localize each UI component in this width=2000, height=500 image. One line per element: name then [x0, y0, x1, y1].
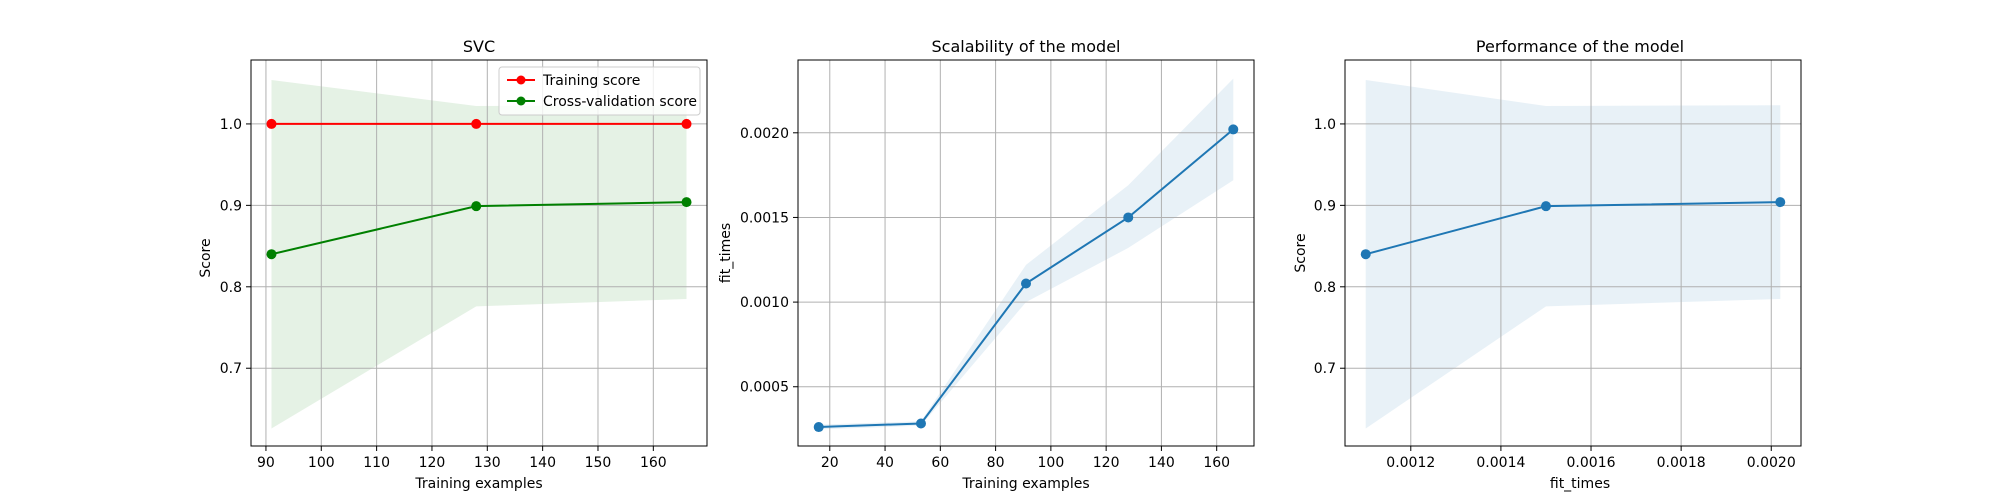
y-tick-label: 0.8	[1314, 280, 1336, 296]
y-tick-label: 0.0020	[740, 126, 789, 142]
y-tick-label: 0.7	[220, 361, 242, 377]
y-tick-label: 0.0015	[740, 210, 789, 226]
axes-frame	[797, 59, 1255, 447]
x-tick-label: 80	[987, 455, 1005, 471]
x-tick-label: 0.0020	[1747, 455, 1796, 471]
data-point	[471, 201, 482, 212]
y-tick-label: 0.7	[1314, 361, 1336, 377]
legend: Training score Cross-validation score	[498, 66, 701, 116]
plot-title: Performance of the model	[1476, 37, 1684, 56]
x-axis-label: Training examples	[414, 476, 542, 492]
x-tick-label: 120	[419, 455, 446, 471]
data-point	[1540, 201, 1551, 212]
plot-title: SVC	[463, 37, 495, 56]
plot-area: 90 100 110 120 130 140 150 160 0.7 0.8 0.9 1.0	[220, 59, 708, 471]
x-tick-label: 110	[363, 455, 390, 471]
x-tick-label: 60	[931, 455, 949, 471]
data-point	[681, 118, 692, 129]
data-point	[266, 249, 277, 260]
data-point	[471, 118, 482, 129]
x-tick-label: 40	[876, 455, 894, 471]
x-tick-label: 0.0018	[1657, 455, 1706, 471]
data-point	[1775, 197, 1786, 208]
y-tick-label: 1.0	[220, 117, 242, 133]
data-point	[266, 118, 277, 129]
y-axis-label: fit_times	[718, 223, 734, 283]
legend-label-training-score: Training score	[542, 73, 640, 89]
x-tick-label: 0.0012	[1386, 455, 1435, 471]
plot-area: 0.0012 0.0014 0.0016 0.0018 0.0020 0.7 0.8 0.9 1…	[1314, 59, 1802, 471]
data-point	[1228, 124, 1239, 135]
legend-frame	[498, 66, 701, 116]
x-axis-label: fit_times	[1550, 476, 1610, 492]
panel-performance: 0.0012 0.0014 0.0016 0.0018 0.0020 0.7 0.8 0.9 1…	[1293, 37, 1802, 492]
x-tick-label: 120	[1093, 455, 1120, 471]
y-tick-label: 0.0005	[740, 380, 789, 396]
x-axis-label: Training examples	[961, 476, 1089, 492]
confidence-band	[1365, 79, 1781, 429]
x-tick-label: 100	[308, 455, 335, 471]
data-point	[681, 197, 692, 208]
x-tick-label: 20	[821, 455, 839, 471]
legend-marker-training-score	[516, 75, 526, 85]
x-tick-label: 140	[1148, 455, 1175, 471]
confidence-band	[271, 79, 687, 429]
x-tick-label: 160	[1203, 455, 1230, 471]
y-axis-label: Score	[198, 238, 214, 277]
y-tick-label: 0.9	[1314, 198, 1336, 214]
data-point	[1123, 212, 1134, 223]
axes-frame	[250, 59, 708, 447]
y-axis-label: Score	[1293, 233, 1309, 272]
x-tick-label: 0.0014	[1476, 455, 1525, 471]
x-tick-label: 160	[640, 455, 667, 471]
x-tick-label: 90	[257, 455, 275, 471]
panel-scalability: 20 40 60 80 100 120 140 160 0.0005 0.0010 0.0015 0.…	[718, 37, 1255, 492]
axes-frame	[1344, 59, 1802, 447]
data-point	[1360, 249, 1371, 260]
y-tick-label: 0.9	[220, 198, 242, 214]
x-tick-label: 140	[529, 455, 556, 471]
plot-area: 20 40 60 80 100 120 140 160 0.0005 0.0010 0.0015 0.…	[740, 59, 1255, 471]
x-tick-label: 130	[474, 455, 501, 471]
y-tick-label: 0.0010	[740, 295, 789, 311]
x-tick-label: 150	[585, 455, 612, 471]
plot-title: Scalability of the model	[932, 37, 1121, 56]
x-tick-label: 100	[1038, 455, 1065, 471]
y-tick-label: 0.8	[220, 280, 242, 296]
y-tick-label: 1.0	[1314, 117, 1336, 133]
data-point	[915, 418, 926, 429]
legend-label-cross-validation-score: Cross-validation score	[543, 94, 697, 110]
x-tick-label: 0.0016	[1567, 455, 1616, 471]
data-point	[1021, 278, 1031, 289]
data-point	[813, 422, 824, 433]
legend-marker-cross-validation-score	[516, 96, 526, 106]
